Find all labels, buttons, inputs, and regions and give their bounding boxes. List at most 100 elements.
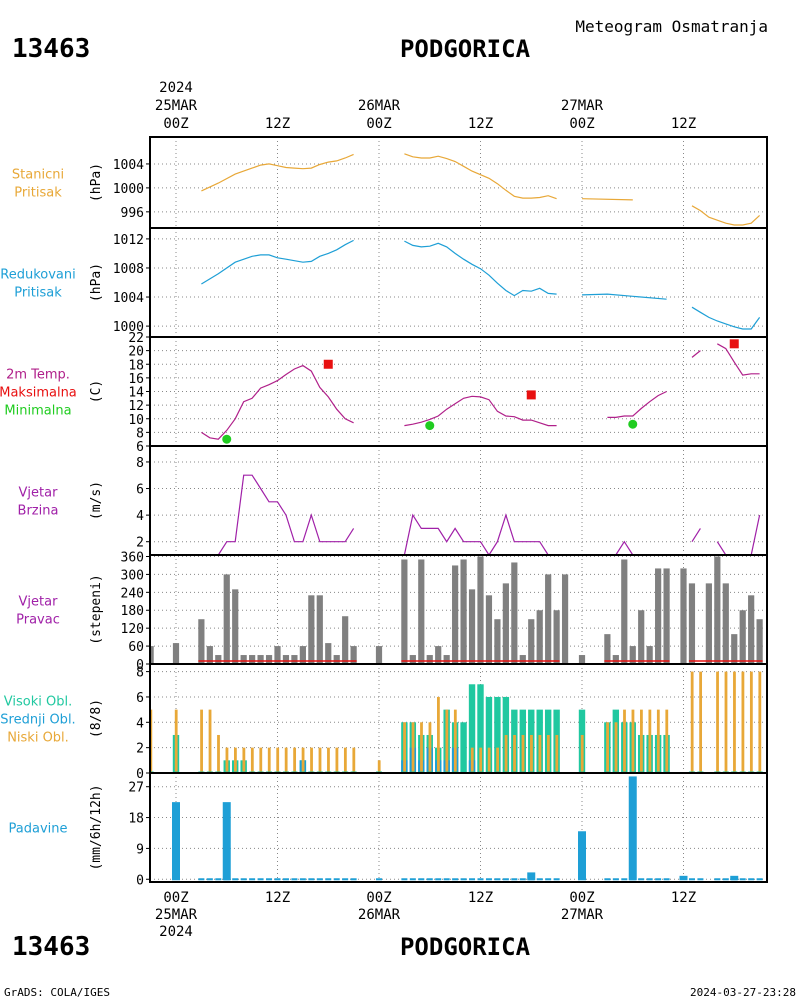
panel-content — [150, 556, 763, 664]
precip-trace-mark — [282, 878, 289, 881]
panel-label: Vjetar — [19, 595, 59, 610]
y-tick-label: 4 — [136, 716, 144, 731]
precip-trace-mark — [638, 878, 645, 881]
precip-trace-mark — [612, 878, 619, 881]
panel-label: Padavine — [9, 822, 68, 837]
wind-direction-bar — [460, 559, 467, 664]
precip-trace-mark — [274, 878, 281, 881]
bottom-axis-hour-label: 12Z — [265, 890, 290, 906]
low-cloud-bar — [403, 722, 406, 773]
wind-direction-bar — [688, 583, 696, 664]
wind-direction-bar — [545, 574, 552, 664]
low-cloud-bar — [411, 722, 415, 773]
y-tick-label: 18 — [128, 358, 144, 373]
low-cloud-bar — [225, 747, 229, 773]
precip-trace-mark — [553, 878, 560, 881]
precip-trace-mark — [655, 878, 662, 881]
low-cloud-bar — [250, 747, 254, 773]
precip-trace-mark — [409, 878, 416, 881]
precip-bar — [222, 802, 231, 881]
wind-direction-bar — [274, 646, 281, 664]
wind-direction-bar — [502, 583, 509, 664]
low-cloud-bar — [217, 734, 220, 773]
precip-trace-mark — [198, 878, 205, 881]
wind-direction-bar — [638, 610, 645, 664]
precip-trace-mark — [435, 878, 442, 881]
meteogram-subtitle: Meteogram Osmatranja — [575, 17, 768, 36]
precip-bar — [679, 875, 688, 881]
top-axis-hour-label: 12Z — [265, 116, 290, 132]
tmin-marker — [628, 419, 638, 429]
precip-trace-mark — [452, 878, 459, 881]
low-cloud-bar — [758, 671, 762, 773]
precip-trace-mark — [443, 878, 450, 881]
y-tick-label: 996 — [121, 206, 144, 221]
precip-trace-mark — [545, 878, 552, 881]
low-cloud-bar — [276, 747, 280, 773]
wind-direction-bar — [528, 619, 535, 664]
high-cloud-bar — [468, 684, 476, 773]
low-cloud-bar — [327, 747, 330, 773]
precip-trace-mark — [215, 878, 222, 881]
series-line — [201, 474, 355, 555]
y-tick-label: 0 — [136, 767, 144, 782]
panel-frame — [149, 554, 768, 665]
top-axis-hour-label: 00Z — [569, 116, 594, 132]
low-cloud-bar — [174, 709, 178, 773]
panel-label: Minimalna — [4, 404, 71, 419]
low-cloud-bar — [259, 747, 263, 773]
tmax-marker — [323, 359, 333, 369]
low-cloud-bar — [699, 671, 703, 773]
high-cloud-bar — [460, 722, 467, 773]
precip-trace-mark — [325, 878, 332, 881]
low-cloud-bar — [538, 734, 542, 773]
y-tick-label: 8 — [136, 666, 144, 681]
low-cloud-bar — [656, 709, 660, 773]
y-tick-label: 16 — [128, 372, 144, 387]
precip-trace-mark — [714, 878, 721, 881]
precip-trace-mark — [206, 878, 213, 881]
low-cloud-bar — [420, 722, 423, 773]
wind-direction-bar — [739, 610, 746, 664]
wind-direction-bar — [494, 619, 501, 664]
low-cloud-bar — [546, 734, 550, 773]
panel-frame — [149, 772, 768, 883]
precip-trace-mark — [376, 878, 382, 881]
panel-content — [201, 339, 760, 444]
y-axis-label: (stepeni) — [89, 574, 104, 644]
wind-direction-bar — [308, 595, 315, 664]
low-cloud-bar — [623, 709, 626, 773]
precip-bar — [730, 875, 739, 881]
wind-direction-bar — [578, 655, 586, 664]
precip-trace-mark — [333, 878, 340, 881]
low-cloud-bar — [724, 671, 728, 773]
low-cloud-bar — [335, 747, 339, 773]
high-cloud-bar — [494, 696, 501, 773]
precip-trace-mark — [469, 878, 476, 881]
precip-trace-mark — [249, 878, 256, 881]
y-tick-label: 4 — [136, 509, 144, 524]
low-cloud-bar — [648, 709, 652, 773]
panel-label: Vjetar — [19, 486, 59, 501]
y-tick-label: 6 — [136, 483, 144, 498]
precip-trace-mark — [485, 878, 492, 881]
precip-bar — [527, 872, 536, 881]
bottom-axis-hour-label: 00Z — [163, 890, 188, 906]
wind-direction-bar — [655, 568, 662, 664]
panel-frame — [149, 136, 768, 229]
station-id-top: 13463 — [12, 34, 90, 64]
low-cloud-bar — [200, 709, 203, 773]
y-tick-label: 6 — [136, 691, 144, 706]
y-tick-label: 60 — [128, 640, 144, 655]
y-tick-label: 10 — [128, 413, 144, 428]
low-cloud-bar — [267, 747, 271, 773]
precip-trace-mark — [291, 878, 298, 881]
low-cloud-bar — [504, 734, 508, 773]
precip-bar — [172, 802, 180, 881]
precip-trace-mark — [722, 878, 729, 881]
panel-label: Brzina — [18, 504, 59, 519]
y-tick-label: 360 — [121, 550, 144, 565]
wind-direction-bar — [443, 655, 450, 664]
y-tick-label: 0 — [136, 658, 144, 673]
footer-timestamp: 2024-03-27-23:28 — [690, 986, 796, 999]
